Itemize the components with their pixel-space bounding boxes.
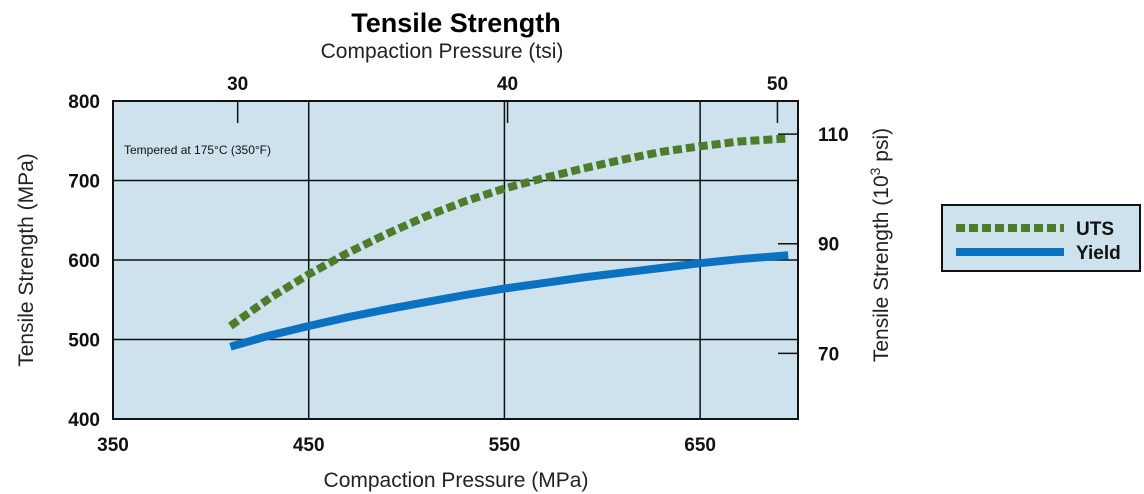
- y-tick-label: 800: [68, 92, 100, 113]
- y-tick-labels: 400 500 600 700 800: [68, 92, 100, 431]
- right-axis-title: Tensile Strength (103 psi): [867, 128, 893, 362]
- top-tick-label: 40: [497, 74, 518, 95]
- top-tick-label: 30: [227, 74, 248, 95]
- y-tick-label: 700: [68, 172, 100, 193]
- legend-box: [941, 204, 1141, 272]
- right-tick-label: 110: [818, 125, 849, 146]
- top-axis-title: Compaction Pressure (tsi): [321, 40, 564, 63]
- x-tick-labels: 350 450 550 650: [97, 435, 716, 456]
- right-tick-label: 90: [818, 235, 839, 256]
- legend-yield-label: Yield: [1076, 243, 1121, 264]
- x-tick-label: 350: [97, 435, 129, 456]
- y-tick-label: 400: [68, 410, 100, 431]
- x-tick-label: 550: [489, 435, 521, 456]
- legend-uts-label: UTS: [1076, 219, 1114, 240]
- right-axis-title-superscript: 3: [867, 167, 883, 175]
- top-tick-labels: 30 40 50: [227, 74, 788, 123]
- y-tick-label: 600: [68, 251, 100, 272]
- right-axis-title-main: Tensile Strength (10: [870, 175, 893, 362]
- right-tick-label: 70: [818, 344, 839, 365]
- top-tick-label: 50: [767, 74, 788, 95]
- right-axis-title-end: psi): [870, 128, 893, 168]
- chart-title: Tensile Strength: [351, 8, 561, 38]
- y-axis-title: Tensile Strength (MPa): [15, 153, 38, 367]
- tempered-annotation: Tempered at 175°C (350°F): [124, 143, 271, 157]
- y-tick-label: 500: [68, 331, 100, 352]
- series-line-yield: [229, 251, 789, 351]
- right-tick-labels: 70 90 110: [778, 125, 849, 365]
- x-tick-label: 650: [684, 435, 716, 456]
- x-tick-label: 450: [293, 435, 325, 456]
- x-axis-title: Compaction Pressure (MPa): [324, 469, 589, 492]
- gridlines: [113, 101, 798, 419]
- series-lines: [228, 134, 789, 351]
- series-line-uts: [228, 134, 789, 330]
- legend: UTS Yield: [941, 204, 1141, 272]
- plot-frame: [112, 100, 799, 420]
